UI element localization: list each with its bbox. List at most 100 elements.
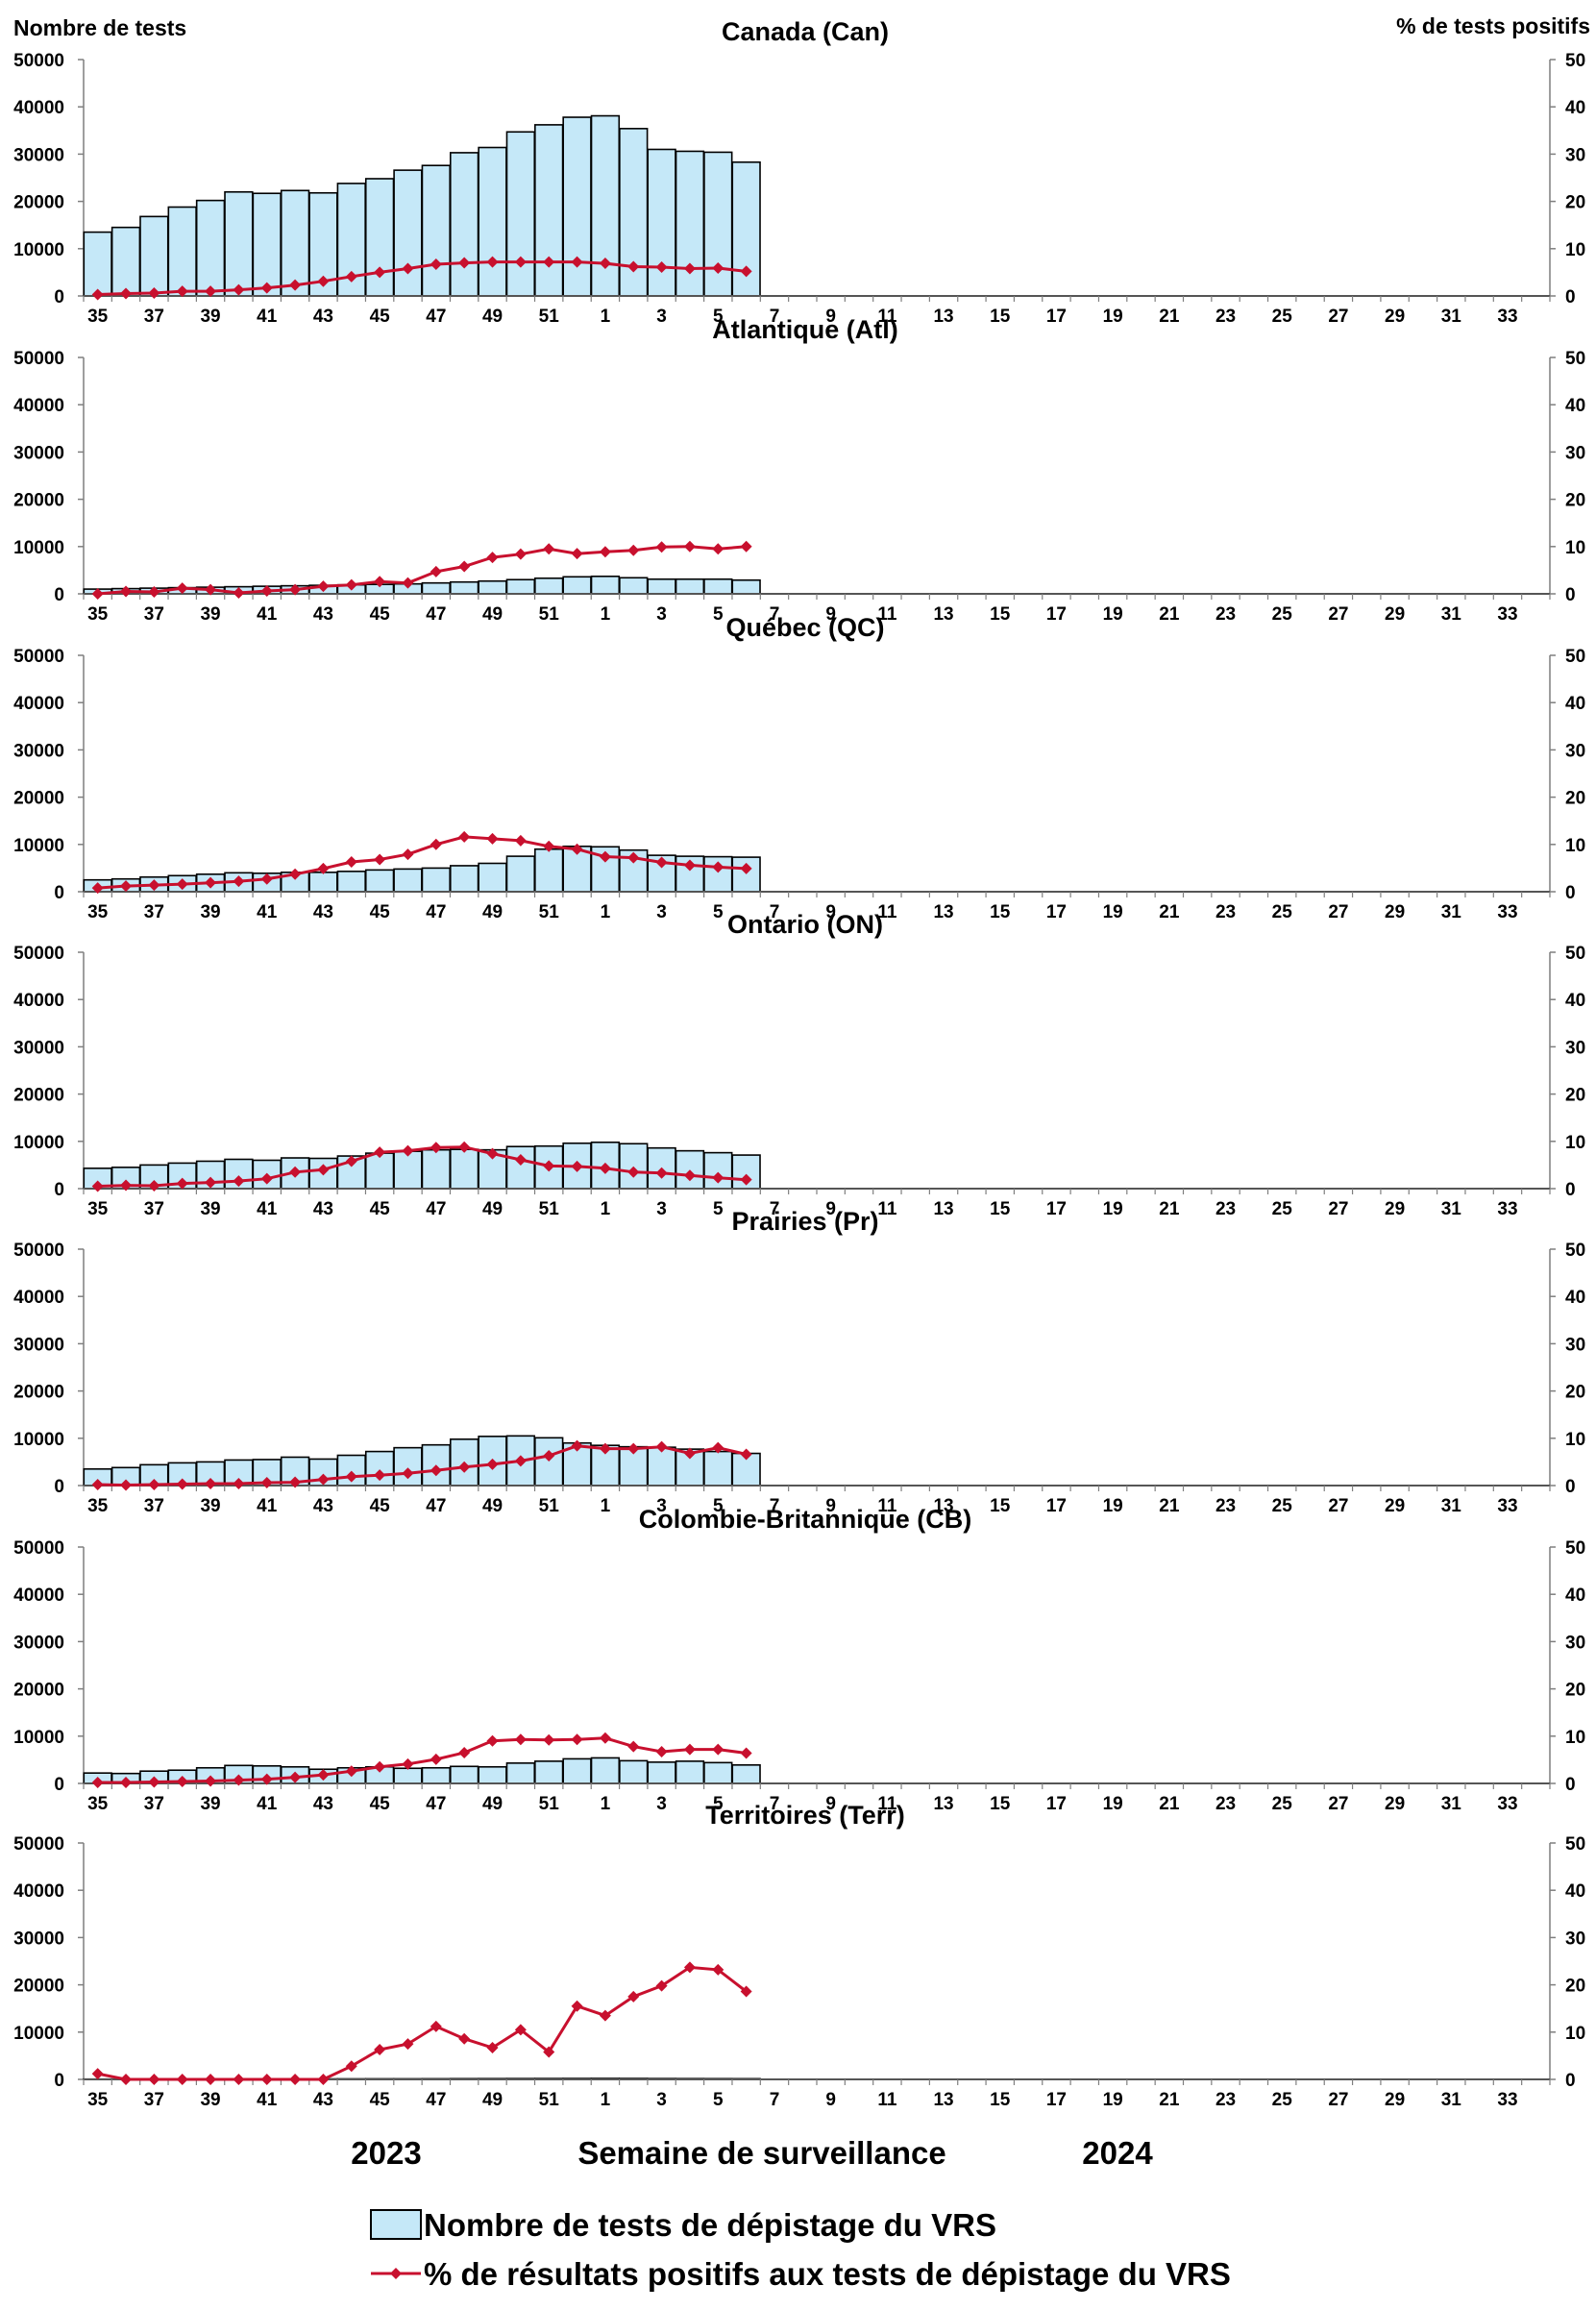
percent-positive-point (317, 1473, 330, 1486)
x-tick-label: 17 (1046, 2090, 1067, 2110)
bar (195, 199, 226, 297)
x-tick-label: 41 (257, 1794, 278, 1814)
percent-positive-point (655, 260, 668, 273)
x-tick-label: 51 (539, 604, 560, 625)
bar (505, 131, 536, 297)
percent-positive-point (148, 586, 160, 599)
y2-tick-label: 10 (1565, 538, 1585, 558)
x-tick-label: 29 (1385, 307, 1405, 327)
percent-positive-point (260, 872, 273, 885)
x-tick-label: 39 (200, 1794, 220, 1814)
bar (647, 1761, 676, 1784)
bar (139, 215, 169, 297)
y2-tick-label: 0 (1565, 1477, 1576, 1497)
x-tick-label: 23 (1215, 2090, 1236, 2110)
percent-positive-point (458, 2032, 471, 2045)
x-tick-label: 27 (1328, 2090, 1348, 2110)
x-tick-label: 7 (770, 1496, 780, 1516)
percent-positive-point (571, 256, 583, 268)
x-tick-label: 5 (713, 902, 724, 922)
x-tick-label: 3 (656, 307, 667, 327)
x-tick-label: 3 (656, 2090, 667, 2110)
x-tick-label: 31 (1441, 604, 1462, 625)
percent-positive-point (91, 288, 104, 301)
bar (619, 577, 649, 595)
x-tick-label: 27 (1328, 1496, 1348, 1516)
x-tick-label: 47 (426, 902, 446, 922)
x-tick-label: 21 (1159, 902, 1180, 922)
percent-positive-point (430, 838, 442, 850)
y-tick-label: 20000 (13, 789, 64, 809)
percent-positive-point (176, 2074, 188, 2085)
percent-positive-point (402, 577, 414, 589)
y-tick-label: 50000 (13, 647, 64, 667)
bar (619, 1759, 649, 1784)
percent-positive-point (430, 1142, 442, 1154)
panel-3: Ontario (ON) 0 10000 20000 30000 40000 50000 0 1… (13, 910, 1585, 1219)
percent-positive-point (627, 1442, 640, 1455)
y2-tick-label: 10 (1565, 240, 1585, 260)
percent-positive-point (430, 1753, 442, 1765)
percent-positive-point (430, 2020, 442, 2032)
x-tick-label: 21 (1159, 1794, 1180, 1814)
x-tick-label: 49 (482, 604, 503, 625)
x-tick-label: 5 (713, 604, 724, 625)
y2-tick-label: 30 (1565, 145, 1585, 165)
percent-positive-point (148, 1180, 160, 1192)
bar (421, 1766, 452, 1784)
bar (421, 867, 452, 893)
percent-positive-point (233, 1774, 245, 1786)
percent-positive-point (402, 1467, 414, 1480)
percent-positive-point (486, 1458, 499, 1470)
x-tick-label: 37 (144, 1496, 164, 1516)
chart-title: Canada (Can) (722, 17, 889, 46)
y-tick-label: 20000 (13, 1977, 64, 1997)
percent-positive-point (571, 1733, 583, 1746)
percent-positive-point (430, 1464, 442, 1477)
x-tick-label: 37 (144, 902, 164, 922)
y-tick-label: 20000 (13, 193, 64, 213)
x-tick-label: 5 (713, 1794, 724, 1814)
panel-6: Territoires (Terr) 0 10000 20000 30000 40000 5… (13, 1801, 1585, 2110)
x-tick-label: 49 (482, 2090, 503, 2110)
x-tick-label: 21 (1159, 2090, 1180, 2110)
x-tick-label: 31 (1441, 1496, 1462, 1516)
bar (534, 1437, 564, 1487)
chart-panels: Canada (Can)0100002000030000400005000001… (13, 17, 1585, 2110)
percent-positive-point (627, 544, 640, 556)
percent-positive-point (120, 2074, 133, 2085)
y-tick-label: 10000 (13, 2024, 64, 2044)
y-tick-label: 0 (54, 2071, 64, 2091)
percent-positive-point (260, 2074, 273, 2085)
percent-positive-point (458, 1141, 471, 1153)
percent-positive-point (655, 1167, 668, 1179)
y-tick-label: 40000 (13, 694, 64, 714)
percent-positive-point (345, 1155, 357, 1167)
x-tick-label: 11 (877, 604, 897, 625)
y-tick-label: 50000 (13, 1241, 64, 1261)
y-tick-label: 40000 (13, 98, 64, 118)
percent-positive-point (374, 2044, 386, 2056)
percent-positive-point (599, 1442, 611, 1455)
percent-positive-point (740, 862, 752, 874)
x-tick-label: 9 (825, 1199, 836, 1219)
percent-positive-point (571, 2000, 583, 2012)
percent-positive-point (740, 1985, 752, 1998)
x-tick-label: 33 (1497, 2090, 1517, 2110)
y2-tick-label: 20 (1565, 193, 1585, 213)
x-tick-label: 45 (370, 2090, 391, 2110)
y2-tick-label: 50 (1565, 944, 1585, 964)
bar (393, 1446, 423, 1487)
percent-positive-point (627, 1990, 640, 2003)
percent-positive-point (514, 256, 527, 268)
y-tick-label: 50000 (13, 1834, 64, 1855)
x-tick-label: 47 (426, 1199, 446, 1219)
x-tick-label: 13 (933, 902, 953, 922)
bar (167, 206, 197, 297)
x-tick-label: 9 (825, 307, 836, 327)
percent-positive-point (317, 580, 330, 593)
percent-positive-point (91, 882, 104, 895)
x-axis-label: Semaine de surveillance (577, 2135, 945, 2171)
y2-tick-label: 40 (1565, 1881, 1585, 1902)
percent-positive-point (514, 1733, 527, 1746)
